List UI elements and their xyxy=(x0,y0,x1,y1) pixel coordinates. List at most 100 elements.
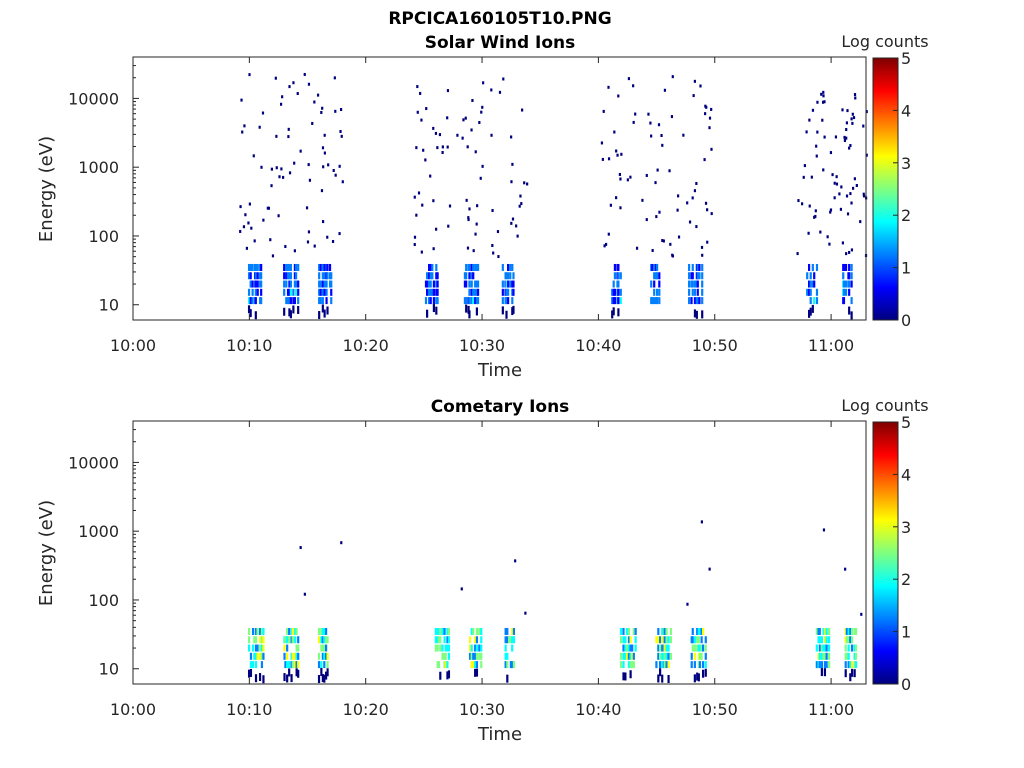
heatmap-cell xyxy=(465,263,468,271)
heatmap-cell xyxy=(842,272,845,280)
heatmap-cell xyxy=(622,661,625,669)
heatmap-cell xyxy=(481,105,484,109)
heatmap-cell xyxy=(688,220,692,224)
heatmap-cell xyxy=(700,652,703,660)
heatmap-cell xyxy=(321,263,324,271)
heatmap-cell xyxy=(438,133,442,137)
heatmap-cell xyxy=(840,185,843,189)
heatmap-cell xyxy=(293,263,297,271)
figure-title: RPCICA160105T10.PNG xyxy=(388,9,611,29)
heatmap-cell xyxy=(262,652,265,660)
heatmap-cell xyxy=(470,280,473,288)
heatmap-cell xyxy=(512,288,515,296)
heatmap-cell xyxy=(855,183,858,187)
heatmap-cell xyxy=(809,280,812,288)
heatmap-cell xyxy=(693,661,696,669)
heatmap-cell xyxy=(505,280,508,288)
heatmap-cell xyxy=(624,644,627,652)
heatmap-cell xyxy=(691,196,694,200)
heatmap-cell xyxy=(815,288,819,296)
heatmap-cell xyxy=(653,272,656,280)
heatmap-cell xyxy=(507,272,510,280)
heatmap-cell xyxy=(658,297,661,305)
heatmap-cell xyxy=(657,652,660,660)
heatmap-cell xyxy=(436,297,439,305)
heatmap-cell xyxy=(820,636,823,644)
heatmap-cell xyxy=(475,280,478,288)
heatmap-cell xyxy=(474,288,477,296)
heatmap-cell xyxy=(634,627,637,635)
heatmap-cell xyxy=(662,239,665,243)
heatmap-cell xyxy=(248,202,251,206)
heatmap-cell xyxy=(248,73,251,77)
heatmap-cell xyxy=(260,297,263,305)
heatmap-cell xyxy=(501,288,504,296)
heatmap-cell xyxy=(847,636,850,644)
heatmap-cell xyxy=(472,297,475,305)
heatmap-cell xyxy=(476,297,480,305)
heatmap-cell xyxy=(834,135,838,139)
y-tick-label: 1000 xyxy=(78,158,119,177)
heatmap-cell xyxy=(828,242,831,246)
heatmap-cell xyxy=(690,280,693,288)
heatmap-cell xyxy=(323,674,326,683)
heatmap-cell xyxy=(328,263,332,271)
heatmap-cell xyxy=(429,272,432,280)
heatmap-cell xyxy=(244,213,247,217)
heatmap-cell xyxy=(627,652,631,660)
heatmap-cell xyxy=(696,672,699,681)
heatmap-cell xyxy=(285,263,288,271)
heatmap-cell xyxy=(465,198,468,202)
heatmap-cell xyxy=(825,661,828,669)
heatmap-cell xyxy=(809,272,812,280)
heatmap-cell xyxy=(289,297,292,305)
x-tick-label: 11:00 xyxy=(808,700,854,719)
heatmap-cell xyxy=(696,272,699,280)
x-tick-label: 10:40 xyxy=(575,336,621,355)
heatmap-cell xyxy=(490,88,493,92)
heatmap-cell xyxy=(290,661,293,669)
heatmap-cell xyxy=(288,280,291,288)
heatmap-cell xyxy=(436,146,439,150)
heatmap-cell xyxy=(848,272,851,280)
heatmap-cell xyxy=(619,297,622,305)
heatmap-cell xyxy=(845,128,848,132)
heatmap-cell xyxy=(813,297,816,305)
heatmap-cell xyxy=(659,668,662,677)
heatmap-cell xyxy=(669,627,673,635)
heatmap-cell xyxy=(295,668,298,677)
heatmap-cell xyxy=(656,168,659,172)
heatmap-cell xyxy=(323,636,326,644)
heatmap-cell xyxy=(696,288,699,296)
heatmap-cell xyxy=(501,297,504,305)
heatmap-cell xyxy=(416,85,419,89)
heatmap-cell xyxy=(323,627,326,635)
heatmap-cell xyxy=(612,280,615,288)
heatmap-cell xyxy=(619,206,622,210)
heatmap-cell xyxy=(465,280,468,288)
heatmap-cell xyxy=(295,644,298,652)
heatmap-cell xyxy=(815,144,818,148)
heatmap-cell xyxy=(434,636,437,644)
heatmap-cell xyxy=(317,627,321,635)
heatmap-cell xyxy=(624,652,627,660)
heatmap-cell xyxy=(284,636,287,644)
heatmap-cell xyxy=(277,214,280,218)
heatmap-cell xyxy=(632,652,635,660)
heatmap-cell xyxy=(703,158,706,162)
heatmap-cell xyxy=(334,109,337,113)
heatmap-cell xyxy=(850,201,853,205)
heatmap-cell xyxy=(323,309,326,318)
heatmap-cell xyxy=(480,627,483,635)
heatmap-cell xyxy=(290,627,293,635)
heatmap-cell xyxy=(850,272,853,280)
heatmap-cell xyxy=(815,644,818,652)
heatmap-cell xyxy=(239,229,242,233)
heatmap-cell xyxy=(829,208,833,212)
heatmap-cell xyxy=(659,661,662,669)
heatmap-cell xyxy=(697,644,700,652)
heatmap-cell xyxy=(845,252,848,256)
heatmap-cells-cometary xyxy=(247,520,863,684)
heatmap-cell xyxy=(850,263,853,271)
heatmap-cell xyxy=(437,627,441,635)
